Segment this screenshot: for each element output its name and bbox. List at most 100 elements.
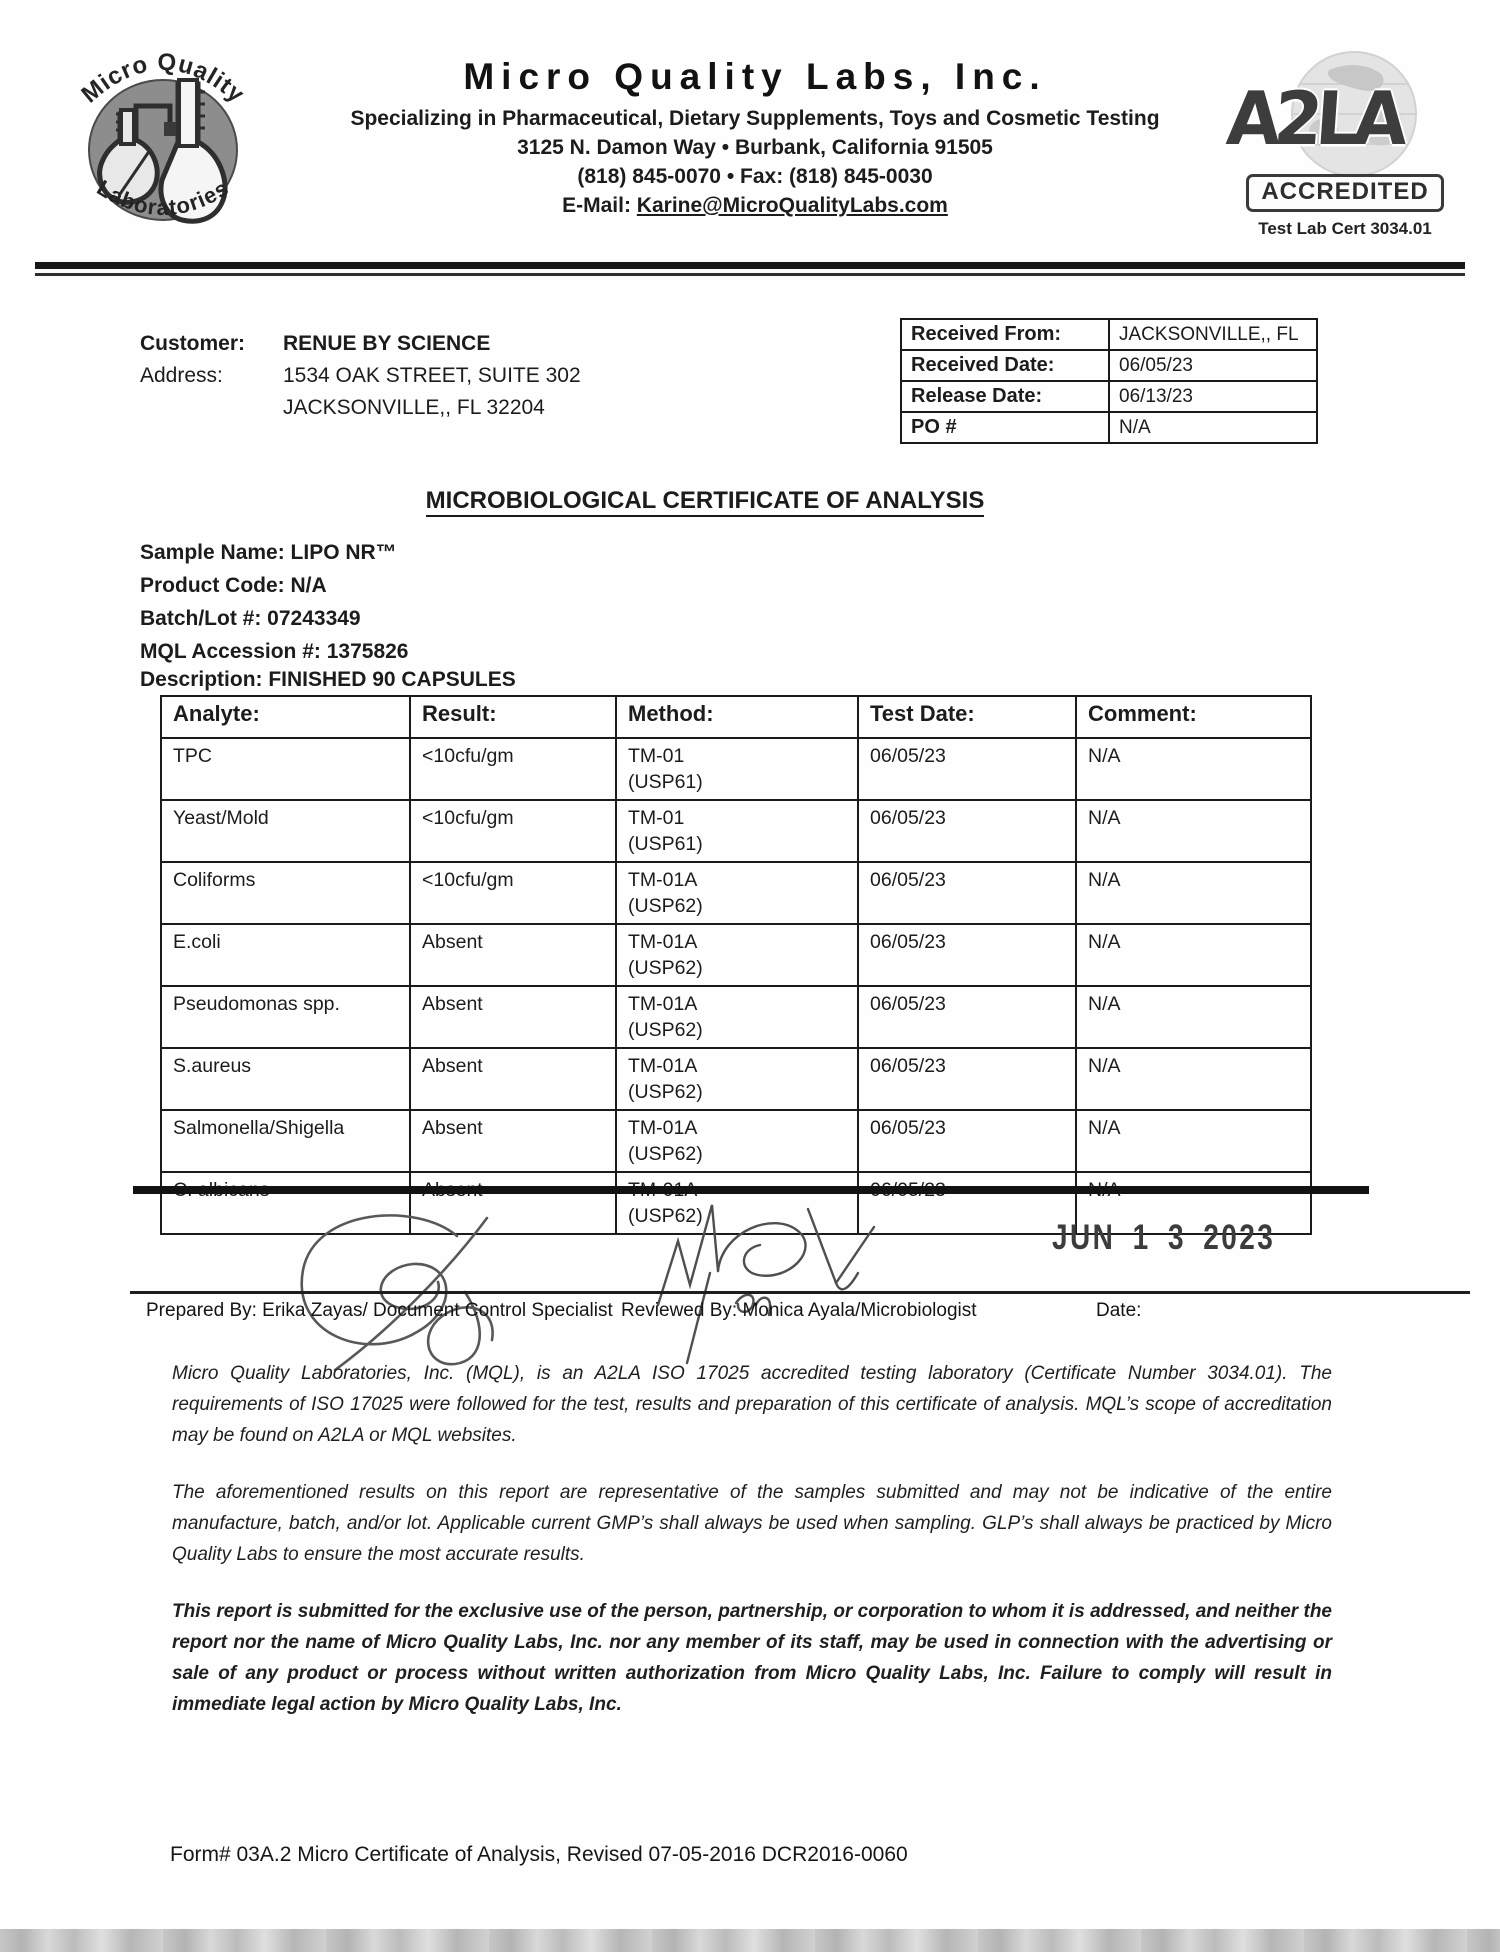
- receipt-label: Release Date:: [900, 380, 1110, 413]
- customer-address-line1: 1534 OAK STREET, SUITE 302: [283, 364, 581, 387]
- analyte-cell: S.aureus: [160, 1047, 411, 1111]
- result-cell: Absent: [409, 985, 617, 1049]
- email-label: E-Mail:: [562, 194, 637, 217]
- column-header-comment: Comment:: [1075, 695, 1312, 739]
- method-cell: TM-01A(USP62): [615, 1109, 859, 1173]
- comment-cell: N/A: [1075, 799, 1312, 863]
- letterhead: Micro Quality Labs, Inc. Specializing in…: [350, 56, 1160, 218]
- customer-block: Customer: RENUE BY SCIENCE Address: 1534…: [140, 328, 581, 424]
- method-cell: TM-01A(USP62): [615, 1171, 859, 1235]
- column-header-analyte: Analyte:: [160, 695, 411, 739]
- method-cell: TM-01A(USP62): [615, 1047, 859, 1111]
- date-stamp: JUN 1 3 2023: [1052, 1218, 1276, 1257]
- table-row: C. albicans Absent TM-01A(USP62) 06/05/2…: [160, 1171, 1312, 1235]
- results-divider: [133, 1186, 1369, 1194]
- table-row: Received Date: 06/05/23: [900, 349, 1318, 382]
- comment-cell: N/A: [1075, 861, 1312, 925]
- receipt-value: 06/05/23: [1108, 349, 1318, 382]
- accredited-badge: ACCREDITED: [1246, 174, 1444, 212]
- scan-artifact-band: [0, 1929, 1500, 1952]
- test-date-cell: 06/05/23: [857, 985, 1077, 1049]
- globe-icon: [1291, 51, 1417, 177]
- analyte-cell: E.coli: [160, 923, 411, 987]
- comment-cell: N/A: [1075, 1171, 1312, 1235]
- customer-name: RENUE BY SCIENCE: [283, 332, 491, 355]
- table-row: Pseudomonas spp. Absent TM-01A (USP62) 06…: [160, 985, 1312, 1049]
- method-cell: TM-01A(USP62): [615, 861, 859, 925]
- disclaimer-paragraph-1: Micro Quality Laboratories, Inc. (MQL), …: [172, 1363, 1332, 1446]
- signature-line: [130, 1291, 1470, 1294]
- micro-quality-logo-icon: Micro Quality Laboratories: [58, 22, 268, 237]
- company-email-line: E-Mail: Karine@MicroQualityLabs.com: [350, 194, 1160, 218]
- receipt-value: JACKSONVILLE,, FL: [1108, 318, 1318, 351]
- product-code: Product Code: N/A: [140, 574, 327, 597]
- form-number-footer: Form# 03A.2 Micro Certificate of Analysi…: [170, 1843, 908, 1866]
- method-cell: TM-01 (USP61): [615, 799, 859, 863]
- results-header-row: Analyte: Result: Method: Test Date: Comm…: [160, 695, 1312, 739]
- column-header-result: Result:: [409, 695, 617, 739]
- company-address: 3125 N. Damon Way • Burbank, California …: [517, 136, 993, 159]
- receipt-value: N/A: [1108, 411, 1318, 444]
- analyte-cell: Pseudomonas spp.: [160, 985, 411, 1049]
- disclaimer-paragraph-3: This report is submitted for the exclusi…: [172, 1601, 1332, 1715]
- analyte-cell: C. albicans: [160, 1171, 411, 1235]
- header-divider-thick: [35, 262, 1465, 269]
- comment-cell: N/A: [1075, 1109, 1312, 1173]
- company-phone: (818) 845-0070 • Fax: (818) 845-0030: [577, 165, 933, 188]
- result-cell: <10cfu/gm: [409, 737, 617, 801]
- disclaimer-paragraph-2: The aforementioned results on this repor…: [172, 1482, 1332, 1565]
- analyte-cell: Yeast/Mold: [160, 799, 411, 863]
- analyte-cell: Coliforms: [160, 861, 411, 925]
- result-cell: <10cfu/gm: [409, 861, 617, 925]
- method-cell: TM-01 (USP61): [615, 737, 859, 801]
- test-date-cell: 06/05/23: [857, 1171, 1077, 1235]
- address-label: Address:: [140, 364, 223, 387]
- receipt-label: PO #: [900, 411, 1110, 444]
- table-row: Yeast/Mold <10cfu/gm TM-01 (USP61) 06/05/…: [160, 799, 1312, 863]
- sample-info-block: Sample Name: LIPO NR™ Product Code: N/A …: [140, 536, 408, 668]
- reviewed-by-label: Reviewed By: Monica Ayala/Microbiologist: [621, 1300, 977, 1321]
- table-row: E.coli Absent TM-01A (USP62) 06/05/23 N/A: [160, 923, 1312, 987]
- prepared-by-label: Prepared By: Erika Zayas/ Document Contr…: [146, 1300, 613, 1321]
- method-cell: TM-01A(USP62): [615, 985, 859, 1049]
- disclaimer-block: Micro Quality Laboratories, Inc. (MQL), …: [172, 1358, 1332, 1746]
- result-cell: Absent: [409, 1171, 617, 1235]
- table-row: Coliforms <10cfu/gm TM-01A (USP62) 06/05/…: [160, 861, 1312, 925]
- method-cell: TM-01A(USP62): [615, 923, 859, 987]
- test-date-cell: 06/05/23: [857, 923, 1077, 987]
- sample-name: Sample Name: LIPO NR™: [140, 541, 397, 564]
- company-name: Micro Quality Labs, Inc.: [463, 56, 1047, 97]
- column-header-method: Method:: [615, 695, 859, 739]
- header-divider-thin: [35, 273, 1465, 276]
- comment-cell: N/A: [1075, 737, 1312, 801]
- mql-accession: MQL Accession #: 1375826: [140, 640, 409, 663]
- comment-cell: N/A: [1075, 1047, 1312, 1111]
- table-row: TPC <10cfu/gm TM-01 (USP61) 06/05/23 N/A: [160, 737, 1312, 801]
- table-row: Release Date: 06/13/23: [900, 380, 1318, 413]
- result-cell: Absent: [409, 923, 617, 987]
- page-title: MICROBIOLOGICAL CERTIFICATE OF ANALYSIS: [160, 487, 1250, 517]
- receipt-info-table: Received From: JACKSONVILLE,, FL Receive…: [900, 318, 1318, 444]
- customer-label: Customer:: [140, 332, 246, 355]
- test-date-cell: 06/05/23: [857, 799, 1077, 863]
- table-row: PO # N/A: [900, 411, 1318, 444]
- a2la-accreditation-logo: A2LA ACCREDITED Test Lab Cert 3034.01: [1205, 50, 1485, 239]
- results-table: Analyte: Result: Method: Test Date: Comm…: [160, 695, 1312, 1235]
- table-row: S.aureus Absent TM-01A (USP62) 06/05/23 N…: [160, 1047, 1312, 1111]
- customer-address-line2: JACKSONVILLE,, FL 32204: [283, 396, 545, 419]
- test-date-cell: 06/05/23: [857, 737, 1077, 801]
- sample-description: Description: FINISHED 90 CAPSULES: [140, 668, 516, 691]
- test-date-cell: 06/05/23: [857, 861, 1077, 925]
- comment-cell: N/A: [1075, 923, 1312, 987]
- result-cell: Absent: [409, 1109, 617, 1173]
- column-header-test-date: Test Date:: [857, 695, 1077, 739]
- analyte-cell: TPC: [160, 737, 411, 801]
- test-date-cell: 06/05/23: [857, 1047, 1077, 1111]
- batch-lot: Batch/Lot #: 07243349: [140, 607, 361, 630]
- receipt-label: Received From:: [900, 318, 1110, 351]
- test-date-cell: 06/05/23: [857, 1109, 1077, 1173]
- receipt-label: Received Date:: [900, 349, 1110, 382]
- a2la-letters: A2LA: [1223, 75, 1404, 163]
- table-row: Salmonella/Shigella Absent TM-01A (USP62)…: [160, 1109, 1312, 1173]
